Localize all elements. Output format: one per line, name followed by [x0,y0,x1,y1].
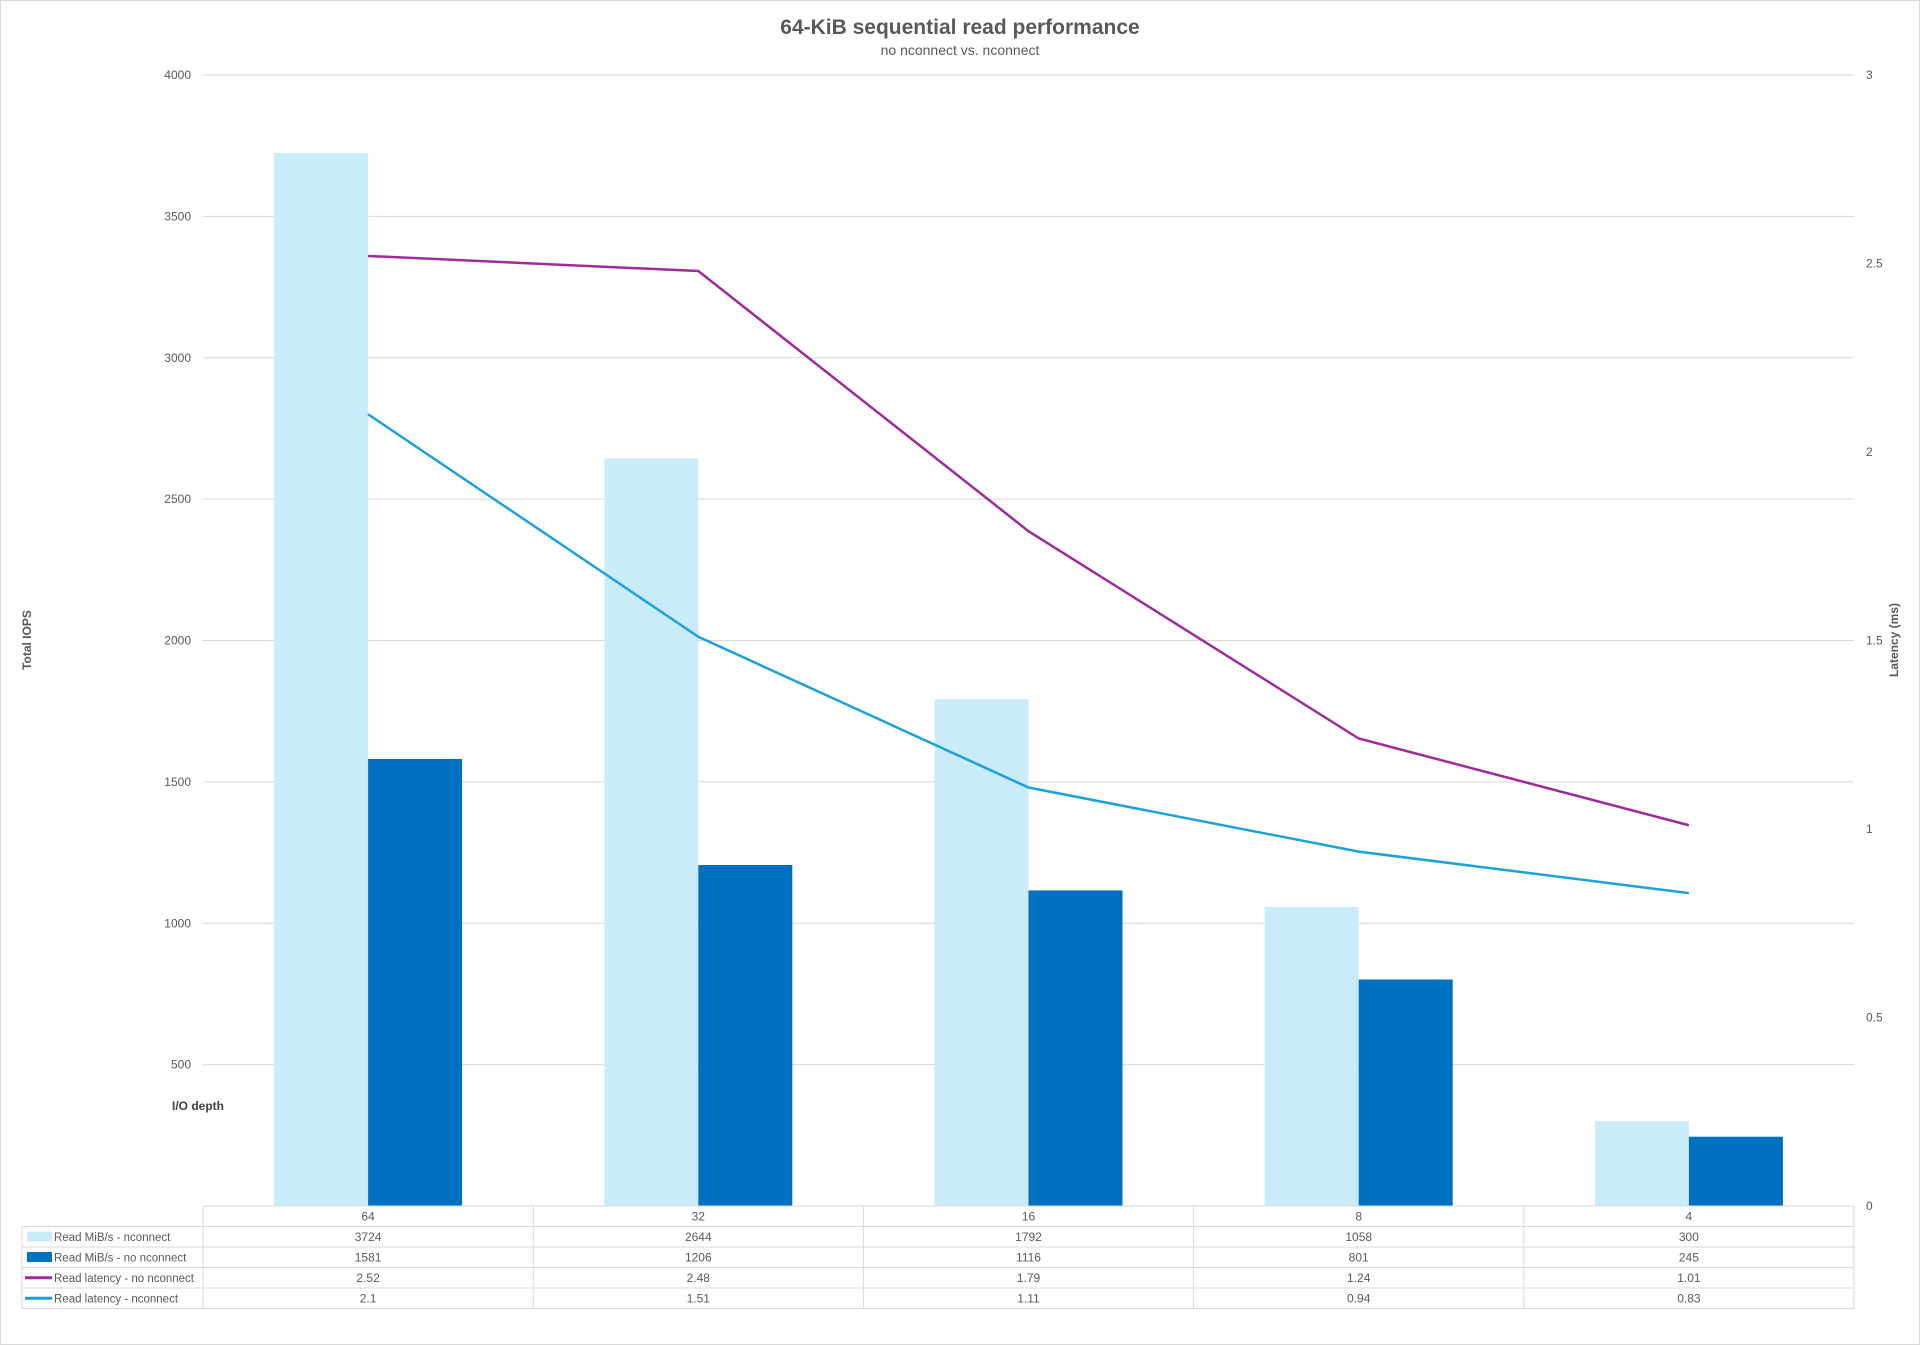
bar-read-mib-s-no-nconnect [1358,979,1453,1206]
data-label: 2.48 [687,1271,711,1285]
y2-tick-label: 2.5 [1866,257,1883,271]
x-tick-label: 16 [1022,1210,1036,1224]
legend-label: Read latency - nconnect [54,1294,179,1306]
y-tick-label: 2500 [164,492,191,506]
y2-tick-label: 3 [1866,68,1873,82]
x-tick-label: 32 [692,1210,706,1224]
y2-tick-label: 1 [1866,822,1873,836]
bar-read-mib-s-nconnect [274,153,369,1206]
data-label: 1.01 [1677,1271,1701,1285]
bar-read-mib-s-nconnect [1264,906,1359,1206]
legend-swatch [27,1252,52,1262]
x-tick-label: 4 [1686,1210,1693,1224]
y2-tick-label: 1.5 [1866,634,1883,648]
bar-read-mib-s-nconnect [934,699,1029,1206]
x-tick-label: 8 [1355,1210,1362,1224]
y2-tick-label: 2 [1866,445,1873,459]
data-label: 2644 [685,1230,712,1244]
data-label: 0.83 [1677,1292,1701,1306]
data-label: 2.52 [356,1271,380,1285]
y-tick-label: 2000 [164,634,191,648]
line-read-latency-no-nconnect [368,254,1690,827]
data-label: 0.94 [1347,1292,1371,1306]
legend-label: Read latency - no nconnect [54,1273,195,1285]
data-label: 1206 [685,1251,712,1265]
bar-read-mib-s-no-nconnect [368,758,463,1206]
data-label: 1.51 [687,1292,711,1306]
y-tick-label: 3500 [164,209,191,223]
y-tick-label: 1500 [164,775,191,789]
legend-label: Read MiB/s - no nconnect [54,1253,187,1265]
chart-title: 64-KiB sequential read performance [780,16,1139,39]
y-tick-label: 500 [171,1058,191,1072]
data-label: 1116 [1016,1251,1041,1265]
y2-tick-label: 0 [1866,1199,1873,1213]
y-tick-label: 4000 [164,68,191,82]
data-label: 801 [1349,1251,1369,1265]
data-label: 300 [1679,1230,1699,1244]
bar-read-mib-s-no-nconnect [1688,1136,1783,1206]
bar-read-mib-s-no-nconnect [698,865,793,1206]
y2-axis-title: Latency (ms) [1887,603,1901,677]
bar-read-mib-s-nconnect [1594,1121,1689,1206]
chart-subtitle: no nconnect vs. nconnect [881,42,1040,58]
data-label: 1.79 [1017,1271,1041,1285]
line-read-latency-nconnect [367,413,1690,895]
data-label: 245 [1679,1251,1699,1265]
data-label: 2.1 [360,1292,377,1306]
y-axis-title: Total IOPS [20,610,34,670]
data-label: 1.11 [1017,1292,1040,1306]
legend-swatch [27,1231,52,1242]
data-label: 3724 [355,1230,382,1244]
data-label: 1792 [1015,1230,1042,1244]
data-label: 1.24 [1347,1271,1371,1285]
y-tick-label: 3000 [164,351,191,365]
legend-label: Read MiB/s - nconnect [54,1232,171,1244]
bar-read-mib-s-no-nconnect [1028,890,1123,1206]
bar-read-mib-s-nconnect [604,458,699,1206]
y2-tick-label: 0.5 [1866,1011,1883,1025]
x-tick-label: 64 [361,1210,375,1224]
data-label: 1581 [355,1251,382,1265]
y-tick-label: 1000 [164,916,191,930]
data-label: 1058 [1345,1230,1372,1244]
x-axis-title: I/O depth [172,1099,224,1113]
